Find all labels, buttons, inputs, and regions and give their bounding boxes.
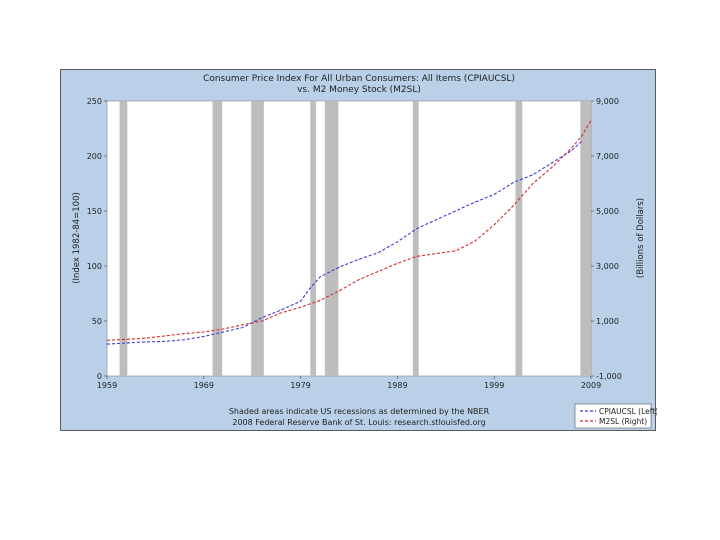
series-1-point-4	[184, 333, 185, 335]
y-right-tick-label-4: 7,000	[596, 152, 619, 161]
series-0-point-14	[358, 259, 360, 260]
legend: CPIAUCSL (Left) M2SL (Right)	[574, 403, 657, 429]
chart-subtitle: vs. M2 Money Stock (M2SL)	[297, 85, 421, 95]
series-0-point-15	[377, 252, 379, 254]
series-0-point-22	[513, 182, 514, 183]
x-tick-label-3: 1989	[387, 381, 407, 390]
series-1-point-8	[261, 320, 263, 322]
series-1-point-18	[455, 250, 456, 252]
y-left-tick-label-2: 100	[87, 262, 102, 271]
plot-background	[106, 100, 592, 377]
y-right-tick-label-1: 1,000	[596, 317, 619, 326]
recession-band-7	[580, 101, 591, 376]
series-0-point-19	[455, 210, 456, 212]
series-1-point-19	[474, 240, 476, 242]
series-1-point-5	[203, 331, 205, 333]
series-0-point-3	[164, 340, 166, 342]
legend-box	[574, 403, 652, 429]
chart-title: Consumer Price Index For All Urban Consu…	[203, 74, 515, 84]
series-1-point-25	[580, 136, 582, 138]
y-left-tick-label-4: 200	[87, 152, 102, 161]
chart-svg: Consumer Price Index For All Urban Consu…	[72, 74, 657, 429]
series-1-point-0	[106, 339, 108, 341]
legend-label-m2: M2SL (Right)	[599, 417, 647, 426]
series-1-point-23	[551, 166, 553, 168]
series-lines	[106, 119, 592, 345]
series-1-point-15	[397, 262, 398, 264]
series-1-point-6	[222, 328, 224, 330]
series-0-point-25	[571, 150, 573, 151]
series-1-point-24	[571, 147, 573, 149]
series-0-point-12	[319, 276, 321, 278]
series-1-point-17	[435, 253, 437, 255]
y-left-tick-label-5: 250	[87, 97, 102, 106]
x-tick-label-0: 1959	[97, 381, 117, 390]
y-right-tick-label-2: 3,000	[596, 262, 619, 271]
chart-panel: Consumer Price Index For All Urban Consu…	[60, 69, 657, 431]
series-1-point-22	[532, 183, 534, 184]
series-0-point-6	[222, 331, 224, 333]
series-1-point-11	[319, 299, 321, 301]
series-1-point-14	[377, 271, 379, 272]
series-0-point-1	[125, 342, 127, 344]
series-0-point-13	[338, 266, 340, 268]
series-0-point-21	[493, 194, 495, 195]
series-1-point-13	[358, 279, 360, 281]
series-0-point-5	[203, 336, 205, 337]
series-1-point-2	[145, 337, 147, 339]
series-0-point-7	[242, 327, 243, 328]
plot-area	[106, 100, 592, 377]
series-1-point-21	[513, 205, 514, 206]
axis-ticks: 1959 1969 1979 1989 1999 2009 0 50 100 150 200 250 -…	[87, 97, 622, 390]
y-left-tick-label-3: 150	[87, 207, 102, 216]
series-1-point-16	[416, 255, 418, 257]
y-axis-right-label: (Billions of Dollars)	[636, 198, 646, 278]
y-left-tick-label-0: 0	[97, 372, 102, 381]
series-0-point-16	[397, 241, 398, 243]
y-right-tick-label-5: 9,000	[596, 97, 619, 106]
series-0-point-8	[261, 317, 263, 319]
series-0-point-2	[145, 341, 147, 343]
y-axis-left-label: (Index 1982-84=100)	[72, 192, 82, 284]
series-1-point-26	[590, 119, 592, 121]
series-0-point-11	[309, 287, 311, 289]
series-1-point-20	[493, 224, 495, 226]
series-0-point-20	[474, 201, 476, 203]
series-1-point-3	[164, 335, 166, 337]
recession-shading	[119, 101, 591, 376]
x-tick-label-1: 1969	[194, 381, 214, 390]
x-tick-label-2: 1979	[290, 381, 310, 390]
series-0-point-10	[300, 300, 301, 302]
series-1-point-12	[338, 290, 340, 292]
series-0-point-17	[416, 228, 418, 230]
series-1-point-10	[300, 306, 301, 308]
footer-line-1: Shaded areas indicate US recessions as d…	[229, 407, 490, 416]
series-1-point-9	[280, 312, 282, 314]
x-tick-label-5: 2009	[581, 381, 601, 390]
recession-band-5	[412, 101, 419, 376]
series-0-point-4	[184, 339, 185, 341]
y-right-tick-label-0: -1,000	[596, 372, 622, 381]
series-line-0	[106, 141, 582, 345]
recession-band-4	[324, 101, 339, 376]
series-0-point-9	[280, 309, 282, 311]
y-right-tick-label-3: 5,000	[596, 207, 619, 216]
legend-label-cpi: CPIAUCSL (Left)	[599, 407, 657, 416]
recession-band-2	[251, 101, 264, 376]
recession-band-1	[212, 101, 223, 376]
series-0-point-26	[580, 141, 582, 143]
series-1-point-7	[242, 324, 243, 326]
series-0-point-0	[106, 343, 108, 345]
recession-band-3	[310, 101, 317, 376]
series-1-point-1	[125, 339, 127, 340]
series-0-point-24	[551, 162, 553, 163]
footer-line-2: 2008 Federal Reserve Bank of St. Louis: …	[232, 418, 485, 427]
recession-band-6	[515, 101, 523, 376]
series-0-point-18	[435, 219, 437, 221]
y-left-tick-label-1: 50	[92, 317, 102, 326]
recession-band-0	[119, 101, 128, 376]
series-0-point-23	[532, 174, 534, 176]
x-tick-label-4: 1999	[484, 381, 504, 390]
